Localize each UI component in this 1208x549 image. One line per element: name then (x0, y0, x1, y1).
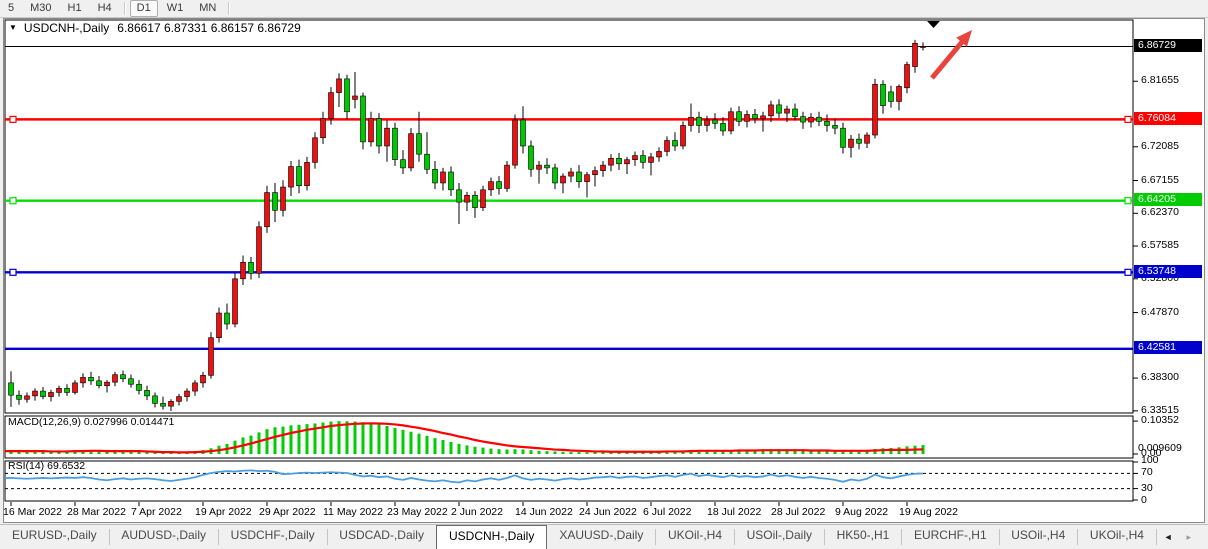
timeframe-button-m30[interactable]: M30 (30, 2, 52, 14)
tab-ukoil-h4-2[interactable]: UKOil-,H4 (1089, 528, 1144, 542)
price-tick-label: 6.67155 (1141, 173, 1179, 186)
tab-usdcnh-active[interactable]: USDCNH-,Daily (435, 525, 548, 549)
macd-axis-overlap-label: 0.009609 (1138, 442, 1182, 454)
up-arrow-annotation[interactable] (930, 30, 972, 80)
price-tick-label: 6.81655 (1141, 74, 1179, 87)
rsi-name: RSI(14) (8, 460, 45, 472)
chart-ohlc-values: 6.86617 6.87331 6.86157 6.86729 (117, 21, 301, 35)
date-tick-label: 19 Aug 2022 (899, 506, 958, 518)
chart-canvas[interactable] (4, 19, 1206, 522)
tab-separator (655, 529, 656, 545)
chart-title: ▼ USDCNH-,Daily 6.86617 6.87331 6.86157 … (9, 21, 301, 35)
level-price-box: 6.53748 (1134, 264, 1202, 278)
tab-usoil-h4[interactable]: USOil-,H4 (1011, 528, 1066, 542)
tab-separator (1155, 529, 1157, 545)
date-tick-label: 28 Mar 2022 (67, 506, 126, 518)
line-drag-handle[interactable] (1124, 197, 1132, 205)
price-tick-label: 6.62370 (1141, 206, 1179, 219)
line-drag-handle[interactable] (9, 115, 17, 123)
date-tick-label: 11 May 2022 (323, 506, 383, 518)
macd-signal-line (5, 422, 924, 454)
date-tick-label: 14 Jun 2022 (515, 506, 573, 518)
tab-usoil-daily[interactable]: USOil-,Daily (746, 528, 812, 542)
tab-scroll-left-icon[interactable]: ◄ (1163, 532, 1173, 542)
current-price-box: 6.86729 (1134, 39, 1202, 52)
dropdown-icon[interactable]: ▼ (9, 23, 17, 32)
level-price-box: 6.64205 (1134, 193, 1202, 207)
macd-axis-top-label: 0.10352 (1141, 414, 1179, 427)
price-tick-label: 6.57585 (1141, 239, 1179, 252)
price-tick-label: 6.72085 (1141, 139, 1179, 152)
date-tick-label: 23 May 2022 (387, 506, 448, 518)
date-tick-label: 29 Apr 2022 (259, 506, 316, 518)
date-tick-label: 16 Mar 2022 (3, 506, 62, 518)
tab-audusd[interactable]: AUDUSD-,Daily (121, 528, 207, 542)
date-tick-label: 28 Jul 2022 (771, 506, 826, 518)
toolbar-separator (228, 2, 230, 15)
timeframe-button-h1[interactable]: H1 (67, 2, 82, 14)
rsi-axis-label: 0 (1141, 494, 1147, 506)
tab-separator (823, 529, 825, 545)
timeframe-button-d1[interactable]: D1 (129, 0, 158, 17)
line-drag-handle[interactable] (1124, 115, 1132, 123)
rsi-axis-label: 100 (1141, 454, 1159, 466)
timeframe-toolbar: 5 M30 H1 H4 D1 W1 MN (0, 0, 1208, 18)
line-drag-handle[interactable] (1124, 268, 1132, 276)
macd-axis-zero-label: 0.00 (1141, 447, 1162, 459)
tab-separator (218, 529, 219, 545)
rsi-indicator-label: RSI(14) 69.6532 (8, 460, 85, 472)
chart-symbol-label: USDCNH-,Daily (23, 21, 110, 35)
tab-separator (326, 529, 328, 545)
tab-separator (734, 529, 735, 545)
tab-usdcad[interactable]: USDCAD-,Daily (339, 528, 424, 542)
date-tick-label: 24 Jun 2022 (579, 506, 637, 518)
date-tick-label: 18 Jul 2022 (707, 506, 762, 518)
timeframe-button-h4[interactable]: H4 (97, 2, 112, 14)
price-tick-label: 6.38300 (1141, 371, 1179, 384)
tab-eurchf[interactable]: EURCHF-,H1 (913, 528, 987, 542)
macd-values: 0.027996 0.014471 (83, 416, 175, 428)
tab-ukoil-h4[interactable]: UKOil-,H4 (667, 528, 722, 542)
tab-separator (108, 529, 110, 545)
macd-indicator-label: MACD(12,26,9) 0.027996 0.014471 (8, 416, 174, 428)
tab-separator (998, 529, 1000, 545)
axis-ticks (10, 80, 1138, 506)
date-tick-label: 6 Jul 2022 (643, 506, 692, 518)
tab-hk50[interactable]: HK50-,H1 (836, 528, 890, 542)
line-drag-handle[interactable] (9, 197, 17, 205)
symbol-tabbar: EURUSD-,Daily AUDUSD-,Daily USDCHF-,Dail… (0, 524, 1208, 549)
tab-separator (1077, 529, 1078, 545)
level-price-box: 6.42581 (1134, 341, 1202, 355)
down-triangle-marker[interactable] (927, 21, 940, 28)
price-tick-label: 6.33515 (1141, 403, 1179, 416)
chart-window[interactable] (3, 18, 1205, 523)
line-drag-handle[interactable] (9, 268, 17, 276)
horizontal-level-lines[interactable] (5, 115, 1133, 350)
date-tick-label: 7 Apr 2022 (131, 506, 182, 518)
rsi-line (5, 469, 924, 484)
toolbar-separator (123, 2, 125, 15)
candlestick-series (8, 39, 926, 411)
level-price-box: 6.76084 (1134, 111, 1202, 125)
date-tick-label: 19 Apr 2022 (195, 506, 252, 518)
date-tick-label: 2 Jun 2022 (451, 506, 503, 518)
rsi-axis-label: 70 (1141, 466, 1153, 479)
macd-name: MACD(12,26,9) (8, 416, 81, 428)
tab-usdchf[interactable]: USDCHF-,Daily (230, 528, 315, 542)
timeframe-button-mn[interactable]: MN (199, 2, 217, 14)
rsi-value: 69.6532 (47, 460, 86, 472)
tab-separator (901, 529, 902, 545)
rsi-axis-label: 30 (1141, 481, 1153, 494)
timeframe-button-m5[interactable]: 5 (8, 2, 15, 14)
timeframe-button-w1[interactable]: W1 (166, 2, 184, 14)
tab-scroll-right-icon[interactable]: ▸ (1186, 531, 1192, 542)
date-tick-label: 9 Aug 2022 (835, 506, 889, 518)
price-tick-label: 6.47870 (1141, 305, 1179, 318)
tab-xauusd[interactable]: XAUUSD-,Daily (559, 528, 644, 542)
tab-eurusd[interactable]: EURUSD-,Daily (12, 528, 97, 542)
